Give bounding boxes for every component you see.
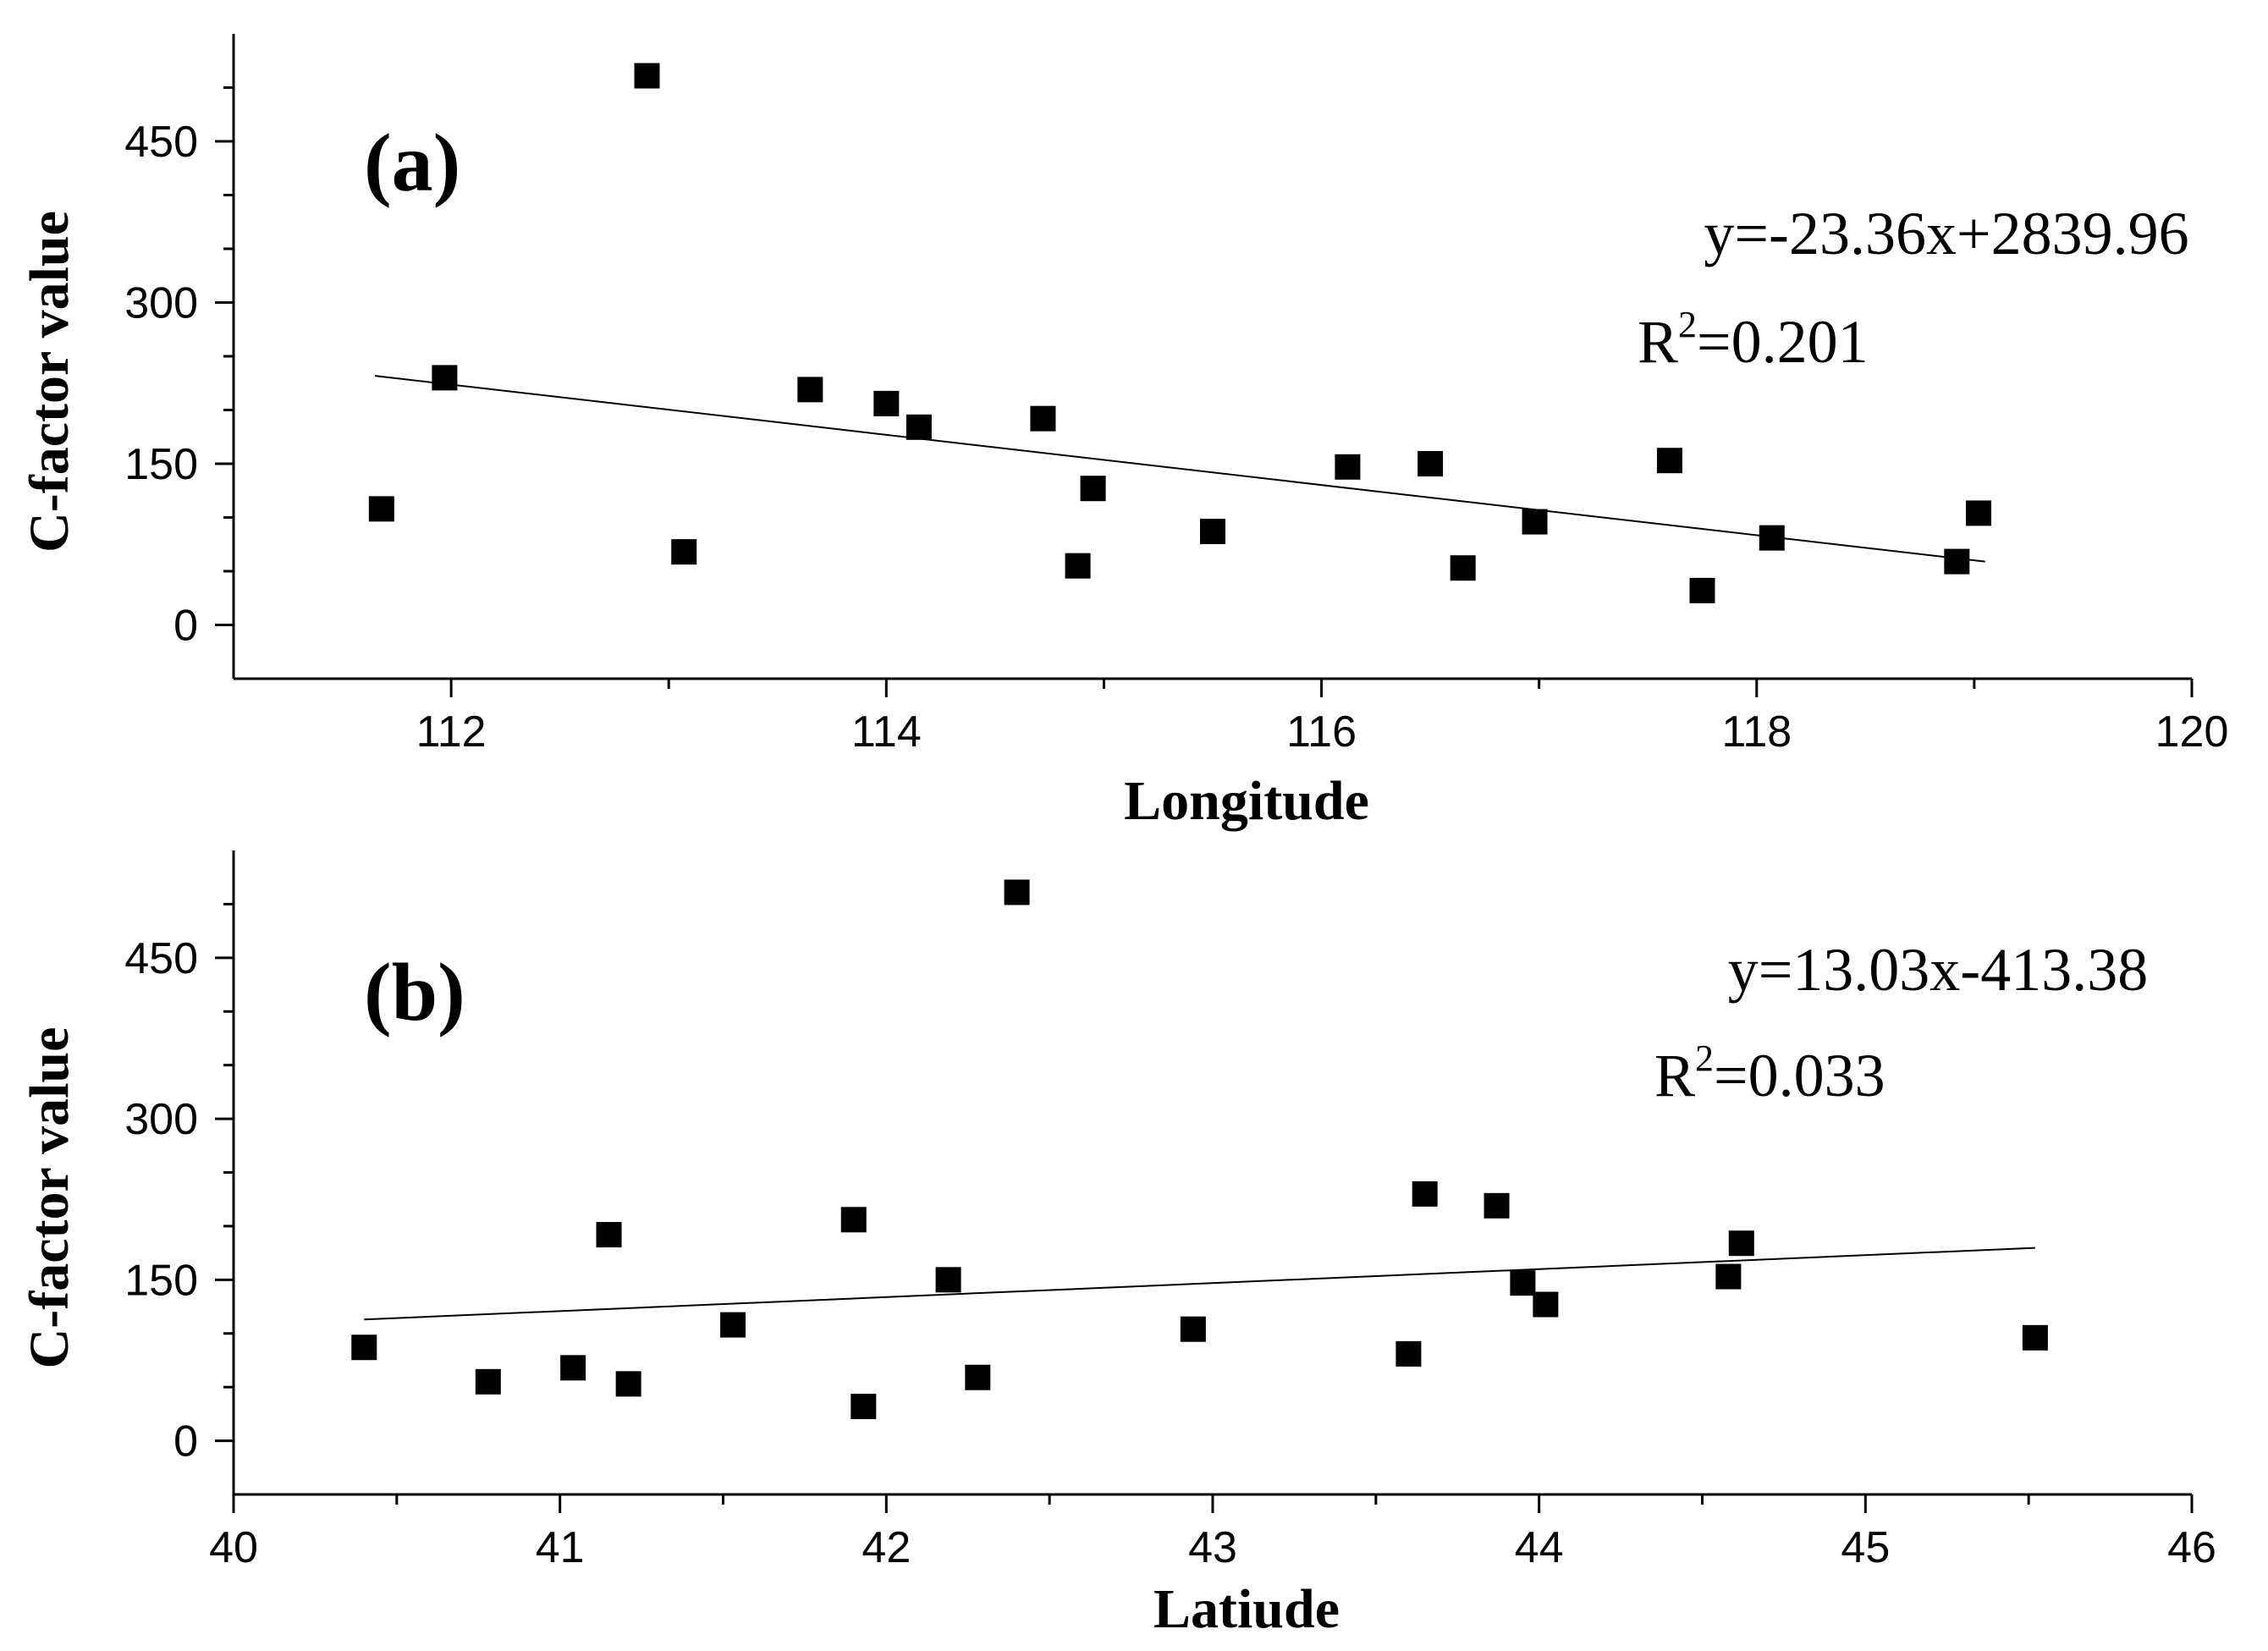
- r-squared-annotation: R2=0.201: [1638, 304, 1869, 376]
- y-tick-label: 300: [124, 1095, 198, 1144]
- data-point: [1715, 1263, 1742, 1290]
- data-point: [1759, 525, 1785, 551]
- x-axis-title: Longitude: [1124, 770, 1369, 832]
- data-point: [1418, 451, 1444, 476]
- data-point: [1510, 1270, 1536, 1296]
- data-point: [906, 414, 932, 440]
- data-point: [1412, 1180, 1438, 1207]
- data-point: [596, 1222, 622, 1248]
- data-point: [873, 390, 900, 416]
- y-tick-label: 0: [173, 602, 198, 651]
- x-axis-title: Latiude: [1153, 1578, 1340, 1640]
- data-point: [1656, 448, 1682, 474]
- data-point: [1004, 879, 1030, 905]
- y-tick-label: 300: [124, 279, 198, 328]
- data-point: [1335, 454, 1361, 480]
- regression-equation: y=-23.36x+2839.96: [1704, 200, 2188, 267]
- x-tick-label: 40: [209, 1523, 258, 1572]
- x-tick-label: 112: [416, 707, 487, 757]
- regression-line: [364, 1247, 2035, 1321]
- data-point: [720, 1312, 746, 1338]
- r-squared-superscript: 2: [1678, 304, 1697, 345]
- data-point: [1944, 548, 1970, 575]
- data-point: [1522, 509, 1548, 535]
- data-point: [475, 1368, 501, 1395]
- data-point: [615, 1371, 641, 1397]
- x-tick-label: 43: [1188, 1523, 1237, 1572]
- x-tick-label: 42: [862, 1523, 911, 1572]
- regression-equation: y=13.03x-413.38: [1728, 936, 2149, 1004]
- data-point: [1689, 577, 1715, 603]
- r-squared-superscript: 2: [1695, 1037, 1714, 1079]
- x-tick-label: 46: [2167, 1523, 2216, 1572]
- y-tick-label: 0: [173, 1417, 198, 1467]
- y-axis-title: C-factor value: [19, 211, 80, 553]
- x-tick-label: 120: [2155, 707, 2229, 757]
- r-squared-value: =0.033: [1714, 1042, 1885, 1109]
- data-point: [671, 539, 697, 565]
- data-point: [2022, 1324, 2048, 1351]
- data-point: [1966, 500, 1992, 526]
- data-point: [1395, 1340, 1422, 1367]
- x-tick-label: 116: [1286, 707, 1357, 757]
- data-point: [560, 1355, 586, 1381]
- r-squared-value: =0.201: [1697, 308, 1869, 376]
- y-tick-label: 450: [124, 934, 198, 983]
- r-squared-symbol: R: [1638, 308, 1678, 376]
- data-point: [1728, 1230, 1754, 1257]
- panel-a: 0 150 300 450 112 114 116 118 120 Longitude C-fact…: [19, 34, 2228, 832]
- data-point: [797, 377, 823, 403]
- x-tick-label: 45: [1841, 1523, 1890, 1572]
- data-point: [935, 1267, 961, 1293]
- data-point: [1180, 1316, 1206, 1342]
- data-point: [368, 496, 394, 522]
- data-point: [840, 1207, 867, 1233]
- y-tick-label: 150: [124, 440, 198, 489]
- y-tick-label: 150: [124, 1256, 198, 1305]
- y-tick-label: 450: [124, 118, 198, 167]
- y-axis-title: C-factor value: [19, 1027, 80, 1369]
- data-point: [634, 63, 660, 89]
- panel-label: (a): [364, 118, 460, 209]
- x-tick-label: 118: [1721, 707, 1792, 757]
- data-point: [965, 1364, 991, 1390]
- r-squared-symbol: R: [1654, 1042, 1695, 1109]
- x-tick-label: 44: [1515, 1523, 1564, 1572]
- data-point: [1065, 553, 1091, 579]
- data-point: [1080, 476, 1106, 502]
- data-point: [1030, 405, 1056, 432]
- data-point: [432, 365, 458, 391]
- x-tick-label: 41: [536, 1523, 585, 1572]
- r-squared-annotation: R2=0.033: [1654, 1037, 1885, 1109]
- data-point: [850, 1393, 877, 1419]
- panel-label: (b): [364, 947, 465, 1038]
- data-point: [1200, 519, 1225, 545]
- panel-b: 0 150 300 450 40 41 42 43 44 45 46 Latiude C-factor …: [19, 850, 2216, 1640]
- regression-line: [375, 375, 1985, 563]
- x-tick-label: 114: [851, 707, 922, 757]
- data-point: [1484, 1192, 1510, 1219]
- data-point: [1533, 1291, 1559, 1318]
- data-point: [1450, 555, 1476, 581]
- data-point: [351, 1335, 377, 1361]
